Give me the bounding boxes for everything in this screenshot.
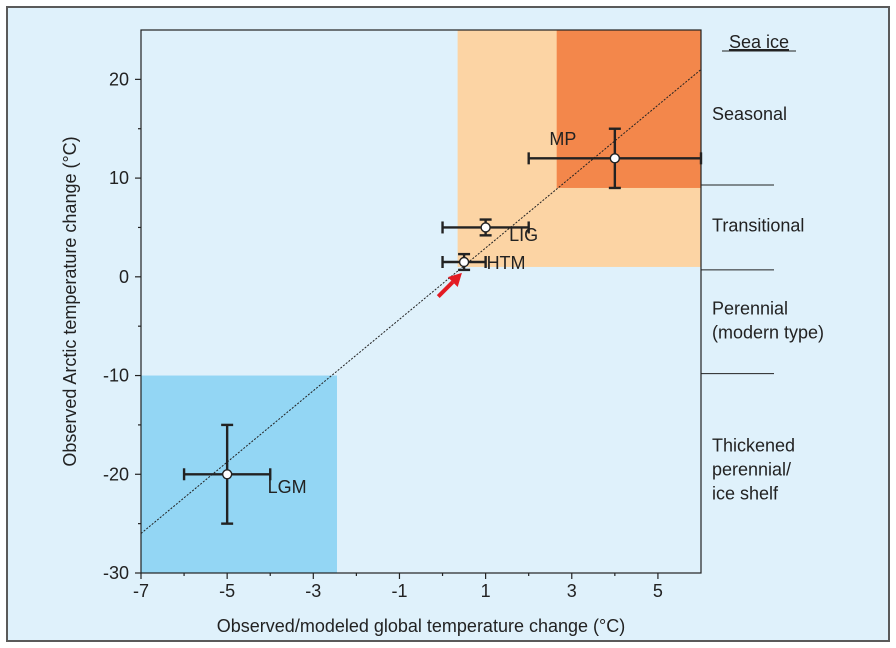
y-tick-label: 10 [109,168,129,188]
x-tick-label: -7 [133,581,149,601]
arrow-shaft [436,280,455,298]
x-tick-label: 5 [653,581,663,601]
y-tick-label: 20 [109,69,129,89]
point-label: MP [549,129,576,149]
y-tick-label: 0 [119,267,129,287]
sea-ice-zone-label: Seasonal [712,104,787,124]
plot-border [140,29,702,574]
point-label: HTM [487,253,526,273]
point-lgm: LGM [182,423,307,525]
x-tick-label: 3 [567,581,577,601]
data-points: MP LIG HTM LGM [182,127,703,525]
y-tick-label: -10 [103,366,129,386]
x-tick-label: -1 [391,581,407,601]
point-label: LGM [268,477,307,497]
point-label: LIG [509,225,538,245]
sea-ice-zone-label: ice shelf [712,483,779,503]
sea-ice-zone-label: Thickened [712,435,795,455]
y-tick-label: -30 [103,563,129,583]
red-arrow [436,272,462,298]
point-marker [609,153,621,164]
point-marker [221,469,233,480]
sea-ice-zone-label: perennial/ [712,459,791,479]
y-axis-title: Observed Arctic temperature change (°C) [60,136,80,466]
y-tick-label: -20 [103,464,129,484]
sea-ice-zone-label: Perennial [712,298,788,318]
sea-ice-zone-label: Transitional [712,215,804,235]
point-marker [458,256,470,268]
point-lig: LIG [441,218,538,245]
axes: -7 -5 -3 -1 1 3 5 -30 -20 -10 0 10 20 [103,29,702,601]
point-mp: MP [527,127,703,190]
sea-ice-panel: Sea ice Seasonal Transitional Perennial (mod… [701,32,824,503]
x-axis-title: Observed/modeled global temperature chan… [217,616,625,636]
region-seasonal [556,30,701,188]
fit-line [140,69,702,534]
point-marker [480,222,491,233]
x-tick-label: -5 [219,581,235,601]
sea-ice-zone-label: (modern type) [712,322,824,342]
x-tick-label: 1 [481,581,491,601]
x-tick-label: -3 [305,581,321,601]
arrow-head [447,272,462,288]
point-htm: HTM [441,253,526,273]
sea-ice-heading: Sea ice [729,32,789,52]
